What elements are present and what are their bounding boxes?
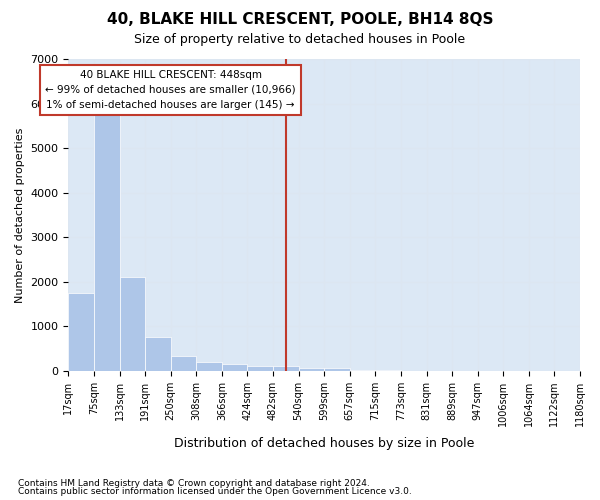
Bar (222, 364, 247, 370)
Bar (247, 366, 273, 370)
Text: 40 BLAKE HILL CRESCENT: 448sqm
← 99% of detached houses are smaller (10,966)
1% : 40 BLAKE HILL CRESCENT: 448sqm ← 99% of … (46, 70, 296, 110)
Bar (145, 338, 171, 370)
Bar (171, 356, 196, 370)
Y-axis label: Number of detached properties: Number of detached properties (15, 127, 25, 302)
X-axis label: Distribution of detached houses by size in Poole: Distribution of detached houses by size … (174, 437, 475, 450)
Bar (324, 368, 350, 370)
Text: Contains public sector information licensed under the Open Government Licence v3: Contains public sector information licen… (18, 487, 412, 496)
Text: Contains HM Land Registry data © Crown copyright and database right 2024.: Contains HM Land Registry data © Crown c… (18, 478, 370, 488)
Bar (196, 362, 222, 370)
Bar (94, 110, 119, 370)
Bar (299, 368, 324, 370)
Bar (273, 366, 299, 370)
Text: Size of property relative to detached houses in Poole: Size of property relative to detached ho… (134, 32, 466, 46)
Bar (119, 277, 145, 370)
Bar (68, 292, 94, 370)
Text: 40, BLAKE HILL CRESCENT, POOLE, BH14 8QS: 40, BLAKE HILL CRESCENT, POOLE, BH14 8QS (107, 12, 493, 28)
